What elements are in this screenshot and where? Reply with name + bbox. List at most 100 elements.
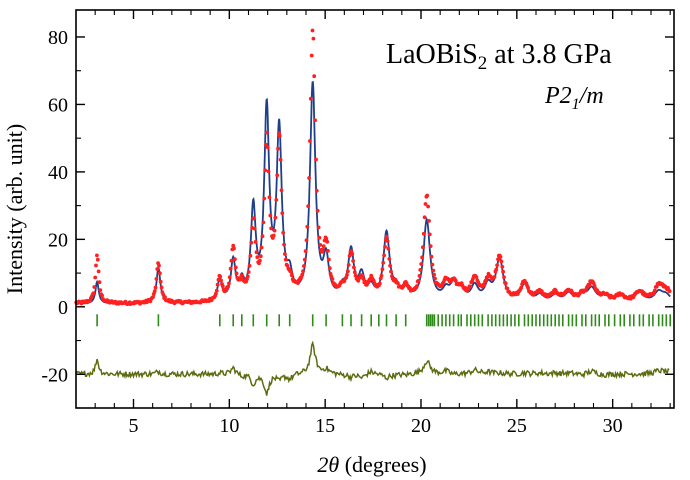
observed-point bbox=[505, 286, 510, 291]
observed-point bbox=[500, 264, 505, 269]
observed-point bbox=[428, 244, 433, 249]
observed-point bbox=[498, 255, 503, 259]
observed-point bbox=[154, 277, 159, 281]
x-tick-label: 10 bbox=[219, 415, 239, 437]
observed-point bbox=[260, 234, 265, 239]
space-group-label: P21/m bbox=[544, 83, 604, 113]
observed-point bbox=[361, 277, 366, 281]
observed-point bbox=[245, 274, 250, 279]
observed-point bbox=[515, 292, 520, 296]
observed-point bbox=[303, 249, 308, 254]
observed-point bbox=[496, 257, 500, 262]
observed-point bbox=[266, 169, 271, 174]
chart-title-subscript: 2 bbox=[478, 53, 488, 74]
observed-point bbox=[423, 202, 428, 206]
observed-point bbox=[224, 288, 229, 293]
observed-points-group bbox=[74, 28, 672, 306]
observed-point bbox=[492, 275, 497, 279]
observed-point bbox=[385, 239, 390, 243]
observed-point bbox=[312, 74, 317, 79]
observed-point bbox=[416, 278, 421, 283]
observed-point bbox=[346, 269, 350, 274]
observed-point bbox=[255, 255, 260, 260]
observed-point bbox=[494, 267, 499, 272]
observed-point bbox=[382, 253, 386, 258]
observed-point bbox=[289, 273, 294, 278]
observed-point bbox=[347, 254, 352, 258]
observed-point bbox=[283, 252, 287, 256]
observed-point bbox=[421, 231, 426, 236]
observed-point bbox=[351, 259, 355, 263]
observed-point bbox=[318, 243, 323, 247]
y-tick-label: 0 bbox=[58, 297, 68, 319]
observed-point bbox=[228, 266, 233, 271]
observed-point bbox=[262, 196, 267, 201]
observed-point bbox=[324, 236, 329, 241]
observed-point bbox=[321, 244, 326, 249]
observed-point bbox=[214, 288, 219, 293]
observed-point bbox=[97, 280, 102, 285]
observed-point bbox=[526, 286, 530, 290]
observed-point bbox=[153, 285, 158, 290]
observed-point bbox=[474, 275, 479, 279]
observed-point bbox=[425, 193, 430, 198]
observed-point bbox=[234, 271, 239, 276]
y-tick-label: 20 bbox=[48, 229, 68, 251]
observed-point bbox=[278, 157, 283, 162]
x-tick-label: 30 bbox=[603, 415, 623, 437]
observed-point bbox=[214, 291, 218, 296]
observed-point bbox=[388, 263, 392, 268]
axis-ticks-group: 5 10 15 20 25 30 -20 0 20 40 60 80 bbox=[41, 10, 674, 437]
observed-point bbox=[94, 263, 98, 268]
observed-point bbox=[379, 273, 384, 278]
observed-point bbox=[280, 211, 285, 216]
observed-point bbox=[381, 260, 386, 265]
observed-point bbox=[91, 291, 96, 296]
observed-point bbox=[301, 269, 305, 273]
space-group-subscript: 1 bbox=[572, 96, 580, 113]
x-tick-label: 25 bbox=[507, 415, 527, 437]
observed-point bbox=[279, 188, 284, 193]
observed-point bbox=[264, 130, 269, 135]
observed-point bbox=[305, 224, 310, 229]
observed-point bbox=[289, 270, 293, 274]
observed-point bbox=[453, 278, 458, 283]
observed-point bbox=[273, 215, 278, 220]
observed-point bbox=[275, 173, 280, 178]
chart-title: LaOBiS2 at 3.8 GPa bbox=[386, 39, 612, 74]
observed-point bbox=[389, 269, 393, 274]
difference-curve bbox=[75, 340, 670, 396]
observed-point bbox=[431, 268, 436, 273]
observed-point bbox=[327, 257, 331, 262]
observed-point bbox=[220, 284, 225, 288]
plot-frame bbox=[75, 9, 675, 409]
observed-point bbox=[159, 285, 164, 290]
observed-point bbox=[352, 265, 356, 270]
observed-point bbox=[249, 240, 254, 245]
observed-point bbox=[302, 257, 307, 262]
observed-point bbox=[551, 291, 556, 296]
observed-point bbox=[365, 282, 369, 287]
observed-point bbox=[155, 267, 160, 271]
observed-point bbox=[92, 285, 97, 289]
observed-point bbox=[227, 275, 232, 280]
observed-point bbox=[247, 263, 252, 268]
observed-point bbox=[227, 281, 231, 286]
x-tick-label: 20 bbox=[411, 415, 431, 437]
observed-point bbox=[384, 234, 389, 239]
observed-point bbox=[271, 233, 276, 238]
observed-point bbox=[261, 220, 266, 225]
observed-point bbox=[239, 273, 244, 278]
observed-point bbox=[499, 259, 504, 264]
observed-point bbox=[326, 249, 330, 253]
observed-point bbox=[501, 269, 505, 274]
observed-point bbox=[229, 258, 234, 263]
observed-point bbox=[308, 139, 312, 143]
observed-point bbox=[283, 257, 288, 262]
x-axis-label: 2θ (degrees) bbox=[317, 452, 426, 477]
observed-point bbox=[100, 293, 104, 298]
observed-point bbox=[226, 285, 230, 289]
observed-point bbox=[314, 157, 318, 162]
observed-point bbox=[380, 267, 385, 272]
